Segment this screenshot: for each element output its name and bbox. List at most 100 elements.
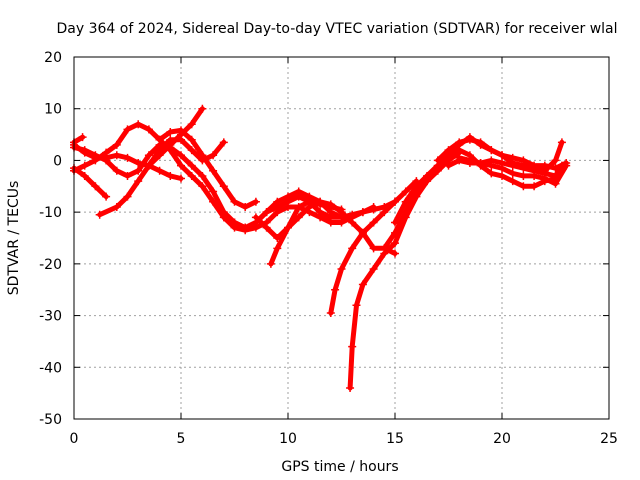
data-point [358,208,367,217]
data-point [166,127,175,136]
y-tick-label: -40 [39,360,62,376]
data-point [155,166,164,175]
y-tick-label: -50 [39,412,62,428]
data-point [209,197,218,206]
data-point [316,208,325,217]
data-point [198,182,207,191]
data-point [134,166,143,175]
data-point [391,197,399,206]
data-point [423,171,432,180]
data-point [391,228,399,237]
data-point [498,171,506,180]
data-point [487,146,496,155]
data-point [262,223,271,232]
data-point [369,265,378,274]
data-point [284,197,292,206]
data-point [209,187,218,196]
data-point [273,244,282,253]
data-point [331,285,340,294]
data-point [540,174,549,183]
data-point [112,166,121,175]
data-point [557,138,566,147]
axis-ticks: 0 5 10 15 20 25 -50 -40 -30 -20 -10 0 10 20 [39,50,618,447]
data-point [230,197,239,206]
data-point [519,182,528,191]
x-tick-label: 5 [177,431,186,447]
series-arc12 [328,178,419,316]
x-tick-label: 10 [279,431,297,447]
series-arc8 [157,127,259,210]
x-tick-label: 15 [386,431,404,447]
data-point [134,159,143,168]
data-point [198,104,207,113]
data-point [508,169,517,178]
data-point [80,148,89,157]
data-point [230,218,239,227]
x-tick-label: 20 [493,431,511,447]
data-point [508,177,517,186]
data-point [326,202,335,211]
data-point [177,174,185,183]
data-point [337,265,346,274]
data-point [123,171,132,180]
x-tick-label: 0 [70,431,79,447]
series-arc6 [146,106,205,169]
data-point [455,138,464,147]
data-point [412,182,421,191]
x-tick-label: 25 [600,431,618,447]
data-point [337,205,346,214]
data-point [112,140,121,149]
data-point [266,259,275,268]
data-point [262,208,271,217]
series-arc4 [71,165,109,200]
data-point [455,153,464,162]
data-point [294,202,303,211]
data-point [80,171,89,180]
data-point [401,187,410,196]
data-point [358,280,367,289]
data-point [348,244,357,253]
data-point [80,161,89,170]
data-point [166,171,175,180]
data-point [348,218,357,227]
data-point [391,218,399,227]
data-point [551,179,560,188]
data-point [219,182,228,191]
data-point [134,120,143,129]
data-point [530,182,539,191]
data-point [465,135,474,144]
data-point [251,197,260,206]
data-point [498,164,506,173]
data-point [369,244,378,253]
data-point [530,171,539,180]
series-arc13 [347,150,462,391]
grid [74,57,609,419]
data-point [91,153,100,162]
data-point [294,192,303,201]
data-point [144,161,153,170]
y-tick-label: -10 [39,205,62,221]
plot-frame [73,56,610,420]
data-point [273,202,282,211]
data-point [498,151,506,160]
data-point [369,205,378,214]
data-point [346,383,355,392]
data-point [123,125,132,134]
data-point [551,156,560,165]
data-point [187,146,196,155]
y-tick-label: 0 [53,153,62,169]
data-point [433,156,442,165]
data-point [198,171,207,180]
data-point [177,126,185,135]
data-point [465,156,474,165]
data-point [91,182,100,191]
data-point [352,301,361,310]
data-point [284,223,292,232]
chart-title: Day 364 of 2024, Sidereal Day-to-day VTE… [56,21,617,37]
data-point [177,161,185,170]
data-point [112,151,121,160]
data-point [380,244,389,253]
data-point [187,171,196,180]
data-point [487,161,496,170]
